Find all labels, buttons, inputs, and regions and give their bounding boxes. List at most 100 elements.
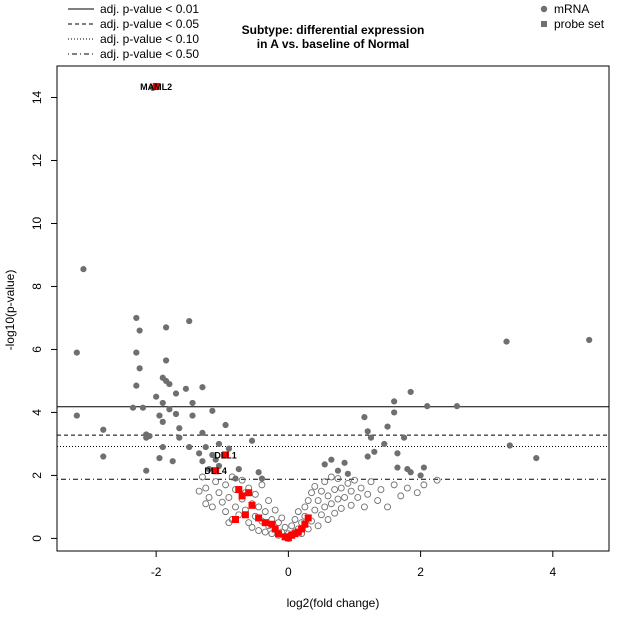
open-point xyxy=(384,503,391,511)
probe-set-point xyxy=(212,467,220,475)
y-tick-label: 4 xyxy=(30,409,44,416)
open-point xyxy=(377,486,385,494)
probe-set-point xyxy=(255,514,263,522)
open-point xyxy=(238,476,246,484)
gene-label-dll1: DLL1 xyxy=(214,450,237,460)
open-point xyxy=(337,484,345,492)
filled-point xyxy=(381,440,388,448)
open-point xyxy=(357,484,365,492)
filled-point xyxy=(255,469,262,476)
filled-point xyxy=(100,426,107,433)
x-axis-label: log2(fold change) xyxy=(287,596,380,610)
open-point xyxy=(347,487,355,495)
gene-label-maml2: MAML2 xyxy=(140,82,172,92)
y-tick-label: 2 xyxy=(30,472,44,479)
x-axis: -2 0 2 4 xyxy=(151,550,556,579)
threshold-lines xyxy=(57,406,609,480)
filled-point xyxy=(176,434,183,441)
filled-point xyxy=(453,403,461,410)
filled-point xyxy=(189,412,196,419)
chart-title-line1: Subtype: differential expression xyxy=(242,23,425,37)
filled-point xyxy=(199,384,206,391)
open-point xyxy=(271,506,279,514)
open-point xyxy=(433,476,441,484)
filled-point xyxy=(205,466,213,473)
open-point xyxy=(215,489,223,497)
filled-point xyxy=(143,467,150,474)
filled-point xyxy=(156,412,163,419)
open-point xyxy=(304,497,312,505)
filled-point xyxy=(215,440,223,448)
open-point xyxy=(334,475,342,483)
filled-point xyxy=(186,317,193,325)
open-point xyxy=(321,478,329,486)
open-point xyxy=(354,494,362,501)
filled-point xyxy=(222,421,229,429)
filled-point xyxy=(139,404,147,411)
filled-point xyxy=(533,454,540,462)
open-point xyxy=(225,494,233,501)
probe-set-point xyxy=(235,486,243,494)
open-point xyxy=(327,473,335,481)
open-point xyxy=(195,487,203,495)
filled-point xyxy=(420,464,427,471)
open-points xyxy=(195,473,441,542)
legend-marker-label-mrna: mRNA xyxy=(554,2,589,16)
legend-line-label-2: adj. p-value < 0.05 xyxy=(100,17,199,31)
filled-point xyxy=(232,475,239,482)
filled-point xyxy=(248,437,256,444)
legend-circle-marker xyxy=(540,5,548,13)
open-point xyxy=(255,527,263,534)
open-point xyxy=(367,478,375,486)
filled-point xyxy=(328,456,335,463)
filled-points xyxy=(73,84,593,482)
probe-set-point xyxy=(304,514,312,522)
filled-point xyxy=(133,314,140,322)
filled-point xyxy=(364,428,371,435)
line-legend: adj. p-value < 0.01 adj. p-value < 0.05 … xyxy=(68,2,199,61)
filled-point xyxy=(156,454,163,462)
filled-point xyxy=(199,429,206,436)
probe-set-point xyxy=(222,451,230,459)
open-point xyxy=(278,514,286,522)
y-tick-label: 10 xyxy=(30,216,44,230)
x-tick-label: 2 xyxy=(417,565,424,579)
filled-point xyxy=(162,357,170,364)
filled-point xyxy=(129,404,137,411)
y-tick-label: 12 xyxy=(30,153,44,167)
open-point xyxy=(347,501,355,509)
open-point xyxy=(255,503,263,511)
open-point xyxy=(251,490,259,498)
filled-point xyxy=(417,472,424,479)
open-point xyxy=(202,500,210,508)
open-point xyxy=(222,481,230,489)
y-tick-label: 8 xyxy=(30,283,44,290)
open-point xyxy=(291,516,299,523)
open-point xyxy=(311,506,319,514)
probe-set-point xyxy=(248,501,256,509)
filled-point xyxy=(159,418,166,425)
open-point xyxy=(364,490,372,498)
legend-line-label-4: adj. p-value < 0.50 xyxy=(100,47,199,61)
open-point xyxy=(390,481,398,489)
probe-set-point xyxy=(298,525,306,533)
open-point xyxy=(324,492,332,500)
filled-point xyxy=(172,410,180,418)
filled-point xyxy=(172,390,180,397)
open-point xyxy=(212,478,220,486)
probe-set-point xyxy=(152,82,160,90)
filled-point xyxy=(166,406,173,413)
filled-point xyxy=(166,380,173,388)
open-point xyxy=(420,481,428,489)
open-point xyxy=(397,492,405,500)
open-point xyxy=(198,473,206,481)
filled-point xyxy=(225,445,232,452)
probe-set-points xyxy=(152,82,312,542)
open-point xyxy=(314,497,322,505)
open-point xyxy=(208,503,216,511)
filled-point xyxy=(182,385,190,392)
open-point xyxy=(232,503,239,511)
filled-point xyxy=(506,442,513,449)
open-point xyxy=(331,486,339,494)
